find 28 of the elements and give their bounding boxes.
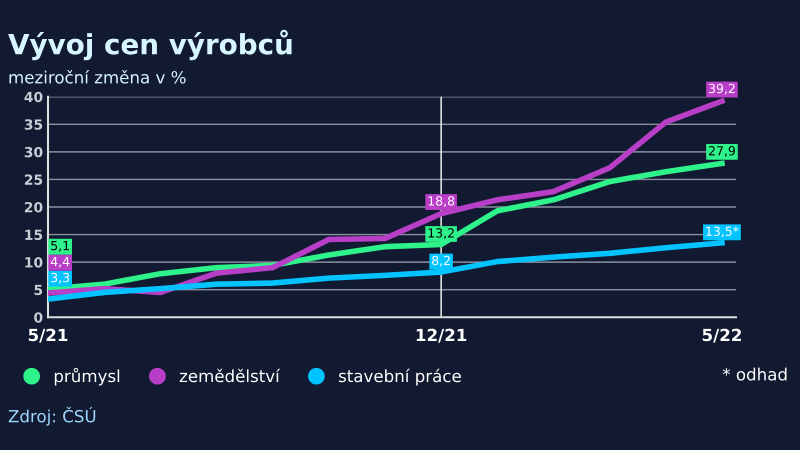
- chart-title: Vývoj cen výrobců: [8, 30, 292, 60]
- y-tick-label: 10: [25, 257, 42, 268]
- legend-label: stavební práce: [338, 368, 461, 386]
- x-tick-label: 12/21: [416, 328, 466, 343]
- y-tick-label: 20: [24, 202, 42, 212]
- legend-label: průmysl: [54, 368, 120, 386]
- chart-subtitle: meziroční změna v %: [10, 70, 186, 84]
- data-label: 8,2: [432, 256, 450, 266]
- data-label: 3,3: [51, 272, 70, 284]
- y-tick-label: 15: [25, 230, 42, 240]
- text: * odhad: [722, 368, 786, 381]
- y-tick-label: 40: [24, 92, 42, 102]
- data-label: 27,9: [708, 146, 735, 157]
- data-label: 39,2: [708, 84, 735, 94]
- data-label: 13,2: [428, 228, 454, 239]
- data-label: 4,4: [50, 257, 70, 268]
- y-tick-label: 0: [34, 312, 42, 323]
- legend-label: zemědělství: [180, 368, 280, 382]
- text: Zdroj: ČSÚ: [8, 406, 96, 426]
- data-label: 5,1: [51, 241, 69, 252]
- y-tick-label: 35: [24, 119, 42, 130]
- data-label: 18,8: [428, 196, 454, 207]
- x-tick-label: 5/22: [702, 328, 741, 343]
- y-tick-label: 30: [24, 146, 42, 158]
- y-tick-label: 25: [24, 174, 42, 185]
- data-label: 13,5*: [706, 226, 739, 238]
- x-tick-label: 5/21: [28, 328, 68, 343]
- y-tick-label: 5: [34, 284, 42, 296]
